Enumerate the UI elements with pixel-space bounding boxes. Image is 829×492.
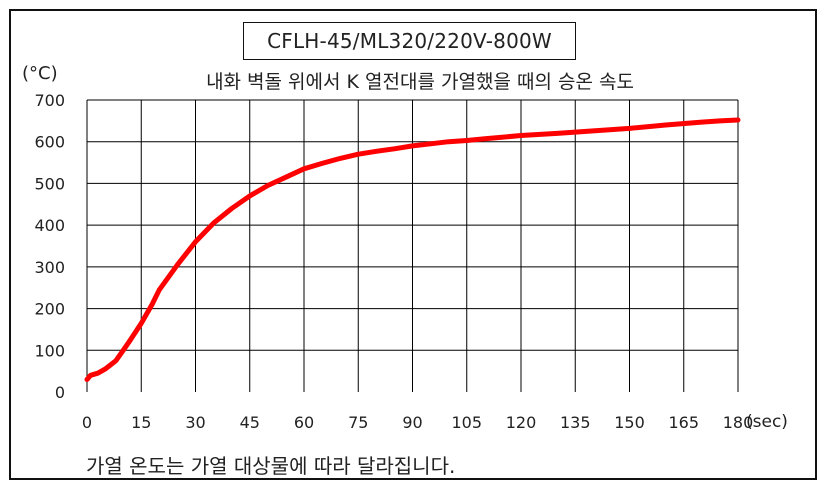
x-tick-label: 150 bbox=[614, 413, 645, 432]
footnote-text: 가열 온도는 가열 대상물에 따라 달라집니다. bbox=[86, 454, 456, 478]
x-tick-label: 30 bbox=[185, 413, 205, 432]
x-tick-label: 165 bbox=[668, 413, 699, 432]
x-tick-label: 90 bbox=[402, 413, 422, 432]
x-tick-label: 15 bbox=[131, 413, 151, 432]
x-tick-label: 120 bbox=[506, 413, 537, 432]
chart-subtitle: 내화 벽돌 위에서 K 열전대를 가열했을 때의 승온 속도 bbox=[206, 71, 634, 93]
temperature-series-line bbox=[84, 117, 741, 382]
x-tick-label: 75 bbox=[348, 413, 368, 432]
x-tick-label: 45 bbox=[240, 413, 260, 432]
y-tick-label: 300 bbox=[34, 258, 65, 277]
y-tick-label: 400 bbox=[34, 216, 65, 235]
chart-frame bbox=[9, 9, 817, 480]
x-tick-label: 60 bbox=[294, 413, 314, 432]
y-tick-label: 500 bbox=[34, 174, 65, 193]
x-tick-label: 135 bbox=[560, 413, 591, 432]
y-tick-label: 100 bbox=[34, 341, 65, 360]
x-tick-label: 0 bbox=[82, 413, 92, 432]
y-tick-label: 0 bbox=[55, 383, 65, 402]
y-tick-label: 700 bbox=[34, 91, 65, 110]
x-axis-unit-label: (sec) bbox=[746, 412, 788, 432]
y-tick-label: 200 bbox=[34, 300, 65, 319]
model-title-text: CFLH-45/ML320/220V-800W bbox=[267, 29, 552, 53]
x-tick-label: 105 bbox=[451, 413, 482, 432]
y-axis-unit-label: (°C) bbox=[22, 63, 58, 84]
y-tick-label: 600 bbox=[34, 133, 65, 152]
x-tick-label: 180 bbox=[723, 413, 754, 432]
model-title: CFLH-45/ML320/220V-800W bbox=[243, 22, 576, 60]
